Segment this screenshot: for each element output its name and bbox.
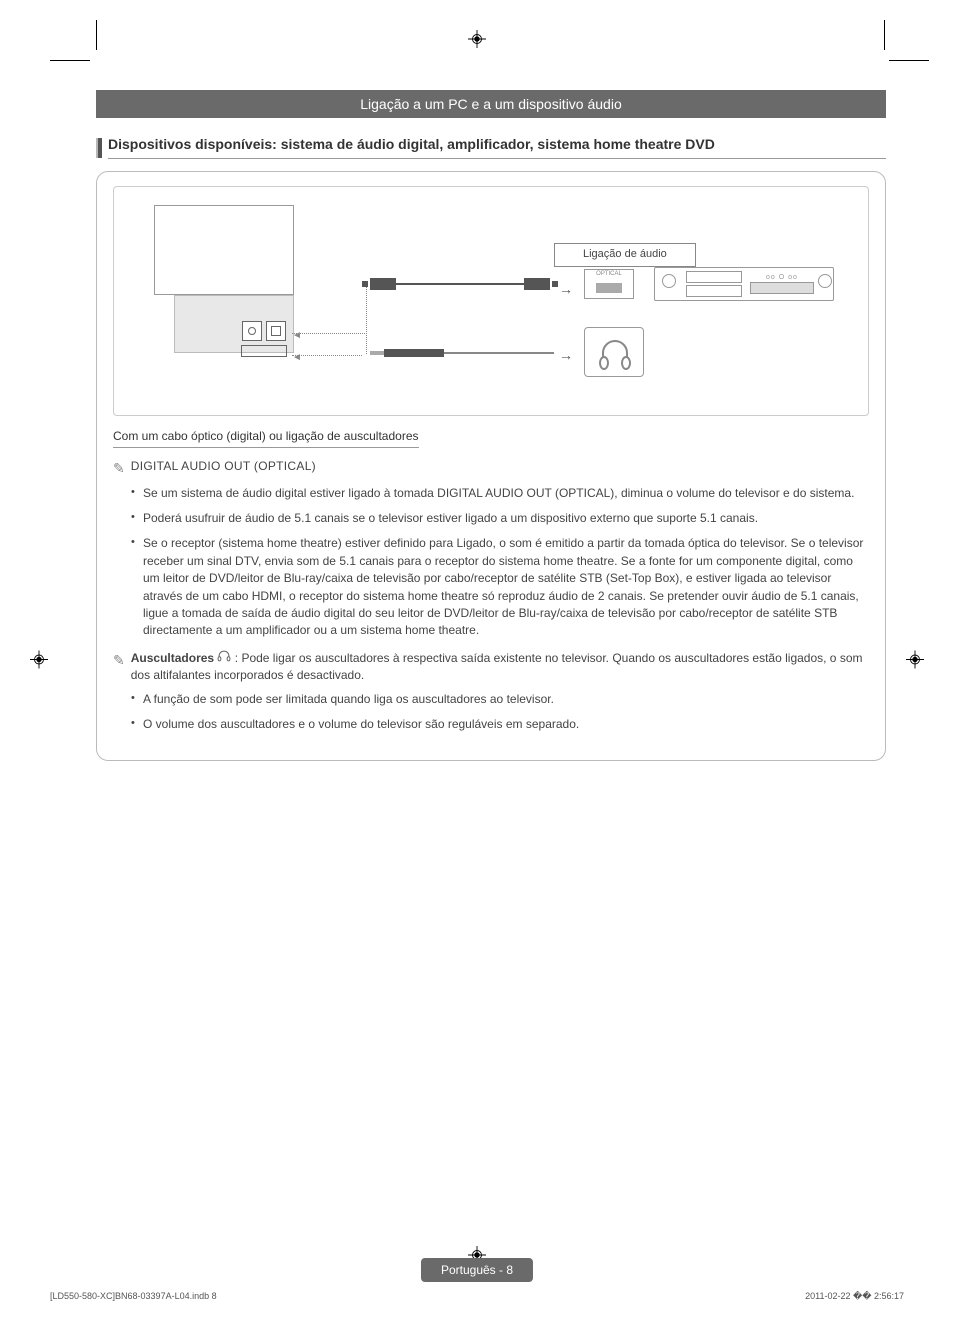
tv-front-icon bbox=[154, 205, 294, 295]
list-item: Se um sistema de áudio digital estiver l… bbox=[143, 485, 869, 502]
crop-mark-right bbox=[906, 651, 924, 674]
amp-slot-icon bbox=[686, 285, 742, 297]
dotted-connector bbox=[366, 284, 367, 354]
headphone-cable-line bbox=[444, 352, 554, 354]
dotted-connector bbox=[292, 355, 362, 356]
crop-mark-left bbox=[30, 651, 48, 674]
amp-slot-icon bbox=[686, 271, 742, 283]
note-row: ✎ Auscultadores : Pode ligar os ausculta… bbox=[113, 650, 869, 685]
section-header: Ligação a um PC e a um dispositivo áudio bbox=[96, 90, 886, 118]
arrow-icon: → bbox=[559, 345, 573, 365]
print-info: [LD550-580-XC]BN68-03397A-L04.indb 8 201… bbox=[50, 1291, 904, 1302]
list-item: Poderá usufruir de áudio de 5.1 canais s… bbox=[143, 510, 869, 527]
tv-port-label-icon bbox=[241, 345, 287, 357]
list-item: O volume dos auscultadores e o volume do… bbox=[143, 716, 869, 733]
arrow-icon: → bbox=[559, 279, 573, 299]
print-file: [LD550-580-XC]BN68-03397A-L04.indb 8 bbox=[50, 1291, 217, 1302]
page-number-label: Português - 8 bbox=[441, 1263, 513, 1277]
tv-optical-port-icon bbox=[242, 321, 262, 341]
amp-display-icon bbox=[750, 282, 814, 294]
connection-diagram: Ligação de áudio OPTICAL oo O oo ◄ ◄ → bbox=[113, 186, 869, 416]
note-icon: ✎ bbox=[113, 650, 125, 685]
arrow-icon: ◄ bbox=[292, 329, 302, 344]
crop-corner bbox=[884, 20, 885, 50]
bullet-list-2: A função de som pode ser limitada quando… bbox=[113, 691, 869, 734]
note-icon: ✎ bbox=[113, 458, 125, 478]
audio-connection-label: Ligação de áudio bbox=[554, 243, 696, 267]
subheading-bullet-icon bbox=[96, 138, 102, 158]
page-footer: Português - 8 bbox=[421, 1258, 533, 1282]
subheading-text: Dispositivos disponíveis: sistema de áud… bbox=[108, 136, 715, 152]
note-row: ✎ DIGITAL AUDIO OUT (OPTICAL) bbox=[113, 458, 869, 478]
amp-knob-icon bbox=[818, 274, 832, 288]
headphones-inline-icon bbox=[217, 650, 231, 667]
note-label: DIGITAL AUDIO OUT (OPTICAL) bbox=[131, 458, 316, 478]
arrow-icon: ◄ bbox=[292, 351, 302, 366]
subheading-underline: Dispositivos disponíveis: sistema de áud… bbox=[108, 136, 886, 159]
optical-port-icon: OPTICAL bbox=[584, 269, 634, 299]
crop-corner bbox=[889, 60, 929, 61]
optical-cable-line bbox=[396, 283, 524, 285]
content-box: Ligação de áudio OPTICAL oo O oo ◄ ◄ → bbox=[96, 171, 886, 761]
dotted-connector bbox=[292, 333, 367, 334]
crop-mark-top bbox=[468, 30, 486, 53]
note-body: : Pode ligar os auscultadores à respecti… bbox=[131, 651, 863, 683]
subheading-row: Dispositivos disponíveis: sistema de áud… bbox=[96, 136, 886, 159]
headphones-icon bbox=[584, 327, 644, 377]
print-timestamp: 2011-02-22 �� 2:56:17 bbox=[805, 1291, 904, 1302]
page-content: Ligação a um PC e a um dispositivo áudio… bbox=[96, 90, 886, 761]
optical-cable-plug-icon bbox=[524, 278, 550, 290]
amp-knob-icon bbox=[662, 274, 676, 288]
subsection-title: Com um cabo óptico (digital) ou ligação … bbox=[113, 428, 419, 448]
note-prefix: Auscultadores bbox=[131, 651, 218, 665]
list-item: Se o receptor (sistema home theatre) est… bbox=[143, 535, 869, 639]
bullet-list-1: Se um sistema de áudio digital estiver l… bbox=[113, 485, 869, 640]
crop-corner bbox=[96, 20, 97, 50]
crop-corner bbox=[50, 60, 90, 61]
list-item: A função de som pode ser limitada quando… bbox=[143, 691, 869, 708]
amp-led-icon: oo O oo bbox=[752, 273, 812, 281]
tv-headphone-port-icon bbox=[266, 321, 286, 341]
headphone-plug-icon bbox=[384, 349, 444, 357]
section-header-text: Ligação a um PC e a um dispositivo áudio bbox=[360, 96, 621, 112]
note-text: Auscultadores : Pode ligar os auscultado… bbox=[131, 650, 869, 685]
optical-cable-plug-icon bbox=[370, 278, 396, 290]
